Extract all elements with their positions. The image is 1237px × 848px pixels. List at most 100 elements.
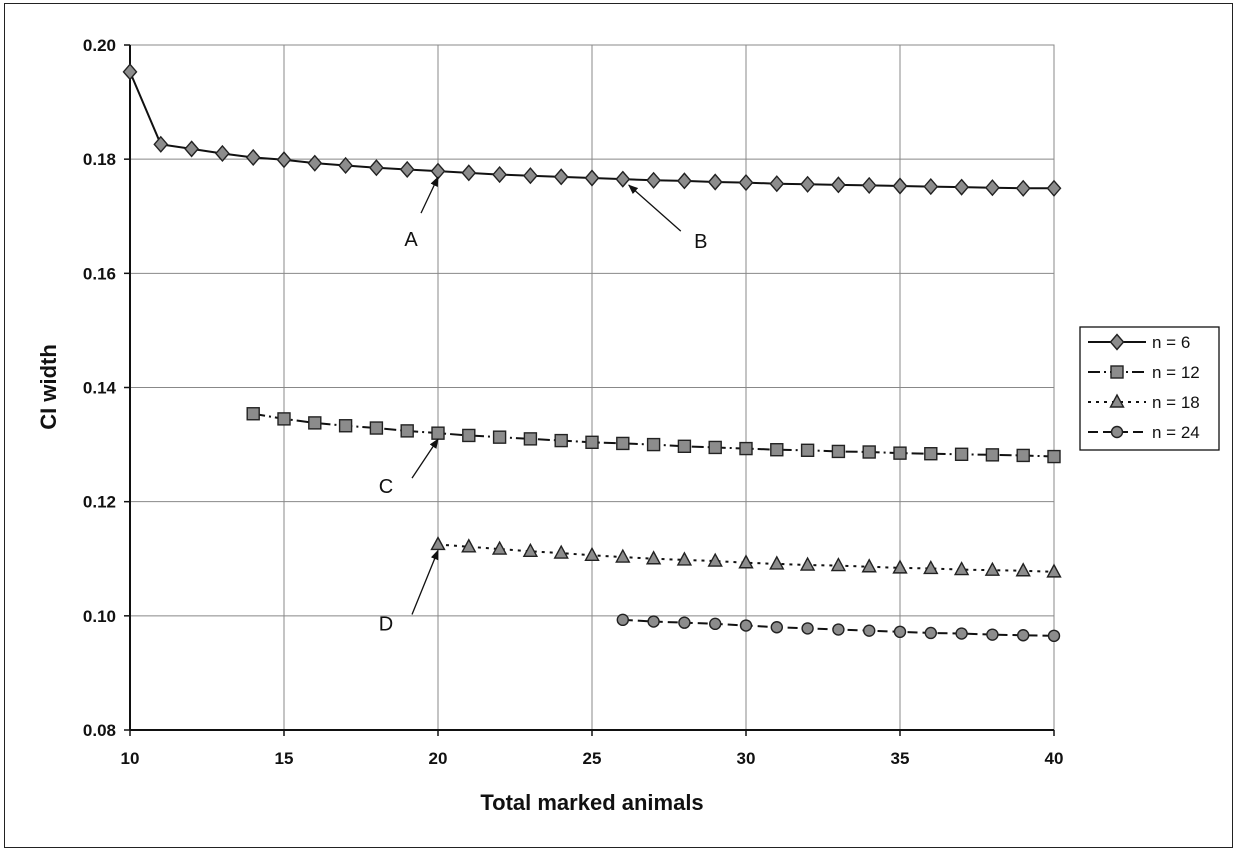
- annotation-label-a: A: [404, 229, 418, 251]
- x-tick-label: 10: [121, 749, 140, 768]
- y-tick-label: 0.18: [83, 150, 116, 169]
- series-n-18: [430, 536, 1062, 578]
- legend-label: n = 18: [1152, 393, 1200, 412]
- data-point: [584, 546, 600, 562]
- data-point: [862, 445, 876, 459]
- axes: 10 15 20 25 30 35 40 0.08 0.10 0.12 0.14 0.16 0.18 0.…: [83, 36, 1064, 768]
- data-point: [953, 561, 970, 576]
- data-point: [369, 421, 384, 435]
- data-point: [276, 151, 292, 169]
- data-point: [832, 623, 845, 636]
- series-n-24: [616, 613, 1061, 643]
- data-point: [277, 412, 291, 426]
- x-tick-label: 15: [275, 749, 294, 768]
- data-point: [431, 426, 445, 440]
- data-point: [893, 446, 907, 460]
- data-point: [676, 172, 692, 190]
- data-point: [615, 548, 631, 563]
- data-point: [645, 550, 662, 565]
- data-point: [831, 444, 846, 459]
- data-point: [554, 433, 568, 448]
- data-point: [924, 626, 937, 640]
- y-tick-label: 0.12: [83, 493, 116, 512]
- y-tick-label: 0.16: [83, 264, 116, 283]
- data-point: [923, 177, 939, 196]
- data-point: [246, 407, 260, 421]
- legend-marker: [1109, 333, 1125, 351]
- series-layer: [122, 63, 1062, 643]
- data-point: [984, 561, 1001, 576]
- legend-label: n = 6: [1152, 333, 1190, 352]
- data-point: [892, 177, 908, 195]
- data-point: [799, 556, 816, 571]
- data-point: [1046, 179, 1062, 197]
- data-point: [616, 436, 630, 451]
- data-point: [184, 140, 200, 158]
- legend: n = 6 n = 12 n = 18 n = 24: [1079, 326, 1220, 451]
- data-point: [676, 551, 693, 566]
- data-point: [122, 63, 138, 81]
- x-tick-label: 35: [891, 749, 910, 768]
- y-tick-label: 0.20: [83, 36, 116, 55]
- data-point: [522, 542, 539, 558]
- data-point: [893, 625, 907, 639]
- data-point: [338, 156, 354, 175]
- data-point: [707, 173, 723, 191]
- y-tick-label: 0.08: [83, 721, 116, 740]
- data-point: [1047, 449, 1061, 464]
- grid-lines: [129, 44, 1055, 731]
- data-point: [492, 430, 507, 444]
- data-point: [801, 622, 814, 635]
- y-axis-title: CI width: [36, 344, 61, 430]
- legend-marker: [1110, 365, 1124, 379]
- data-point: [863, 624, 876, 637]
- data-point: [738, 554, 754, 569]
- data-point: [769, 555, 785, 570]
- data-point: [491, 540, 508, 555]
- y-tick-label: 0.14: [83, 379, 117, 398]
- data-point: [830, 557, 847, 572]
- data-point: [1016, 448, 1030, 463]
- data-point: [461, 538, 477, 553]
- data-point: [553, 544, 569, 559]
- annotation-arrow: [628, 184, 682, 232]
- annotation-arrow: [411, 549, 439, 615]
- data-point: [955, 627, 968, 640]
- data-point: [769, 175, 785, 193]
- annotation-arrow: [411, 438, 439, 479]
- data-point: [368, 159, 384, 177]
- data-point: [399, 160, 415, 179]
- data-point: [584, 169, 600, 187]
- legend-label: n = 12: [1152, 363, 1200, 382]
- data-point: [985, 448, 1000, 462]
- x-tick-label: 25: [583, 749, 602, 768]
- annotation-label-c: C: [379, 476, 393, 498]
- data-point: [954, 447, 969, 461]
- data-point: [400, 424, 414, 438]
- legend-box: [1079, 326, 1220, 451]
- data-point: [800, 443, 815, 457]
- data-point: [492, 166, 508, 184]
- data-point: [1015, 562, 1031, 577]
- series-n-12: [246, 407, 1061, 464]
- annotation-label-d: D: [379, 613, 393, 635]
- data-point: [770, 443, 784, 457]
- data-point: [462, 428, 476, 443]
- data-point: [861, 176, 877, 194]
- series-n-6: [122, 63, 1062, 197]
- legend-marker: [1110, 425, 1124, 439]
- data-point: [338, 419, 353, 433]
- y-tick-label: 0.10: [83, 607, 116, 626]
- data-point: [307, 154, 323, 172]
- data-point: [308, 416, 322, 430]
- data-point: [214, 144, 230, 163]
- data-point: [984, 179, 1000, 197]
- data-point: [800, 175, 816, 193]
- data-point: [1017, 629, 1030, 642]
- data-point: [646, 437, 661, 452]
- data-point: [738, 174, 754, 192]
- data-point: [708, 440, 722, 455]
- data-point: [707, 552, 723, 567]
- data-point: [1047, 629, 1061, 643]
